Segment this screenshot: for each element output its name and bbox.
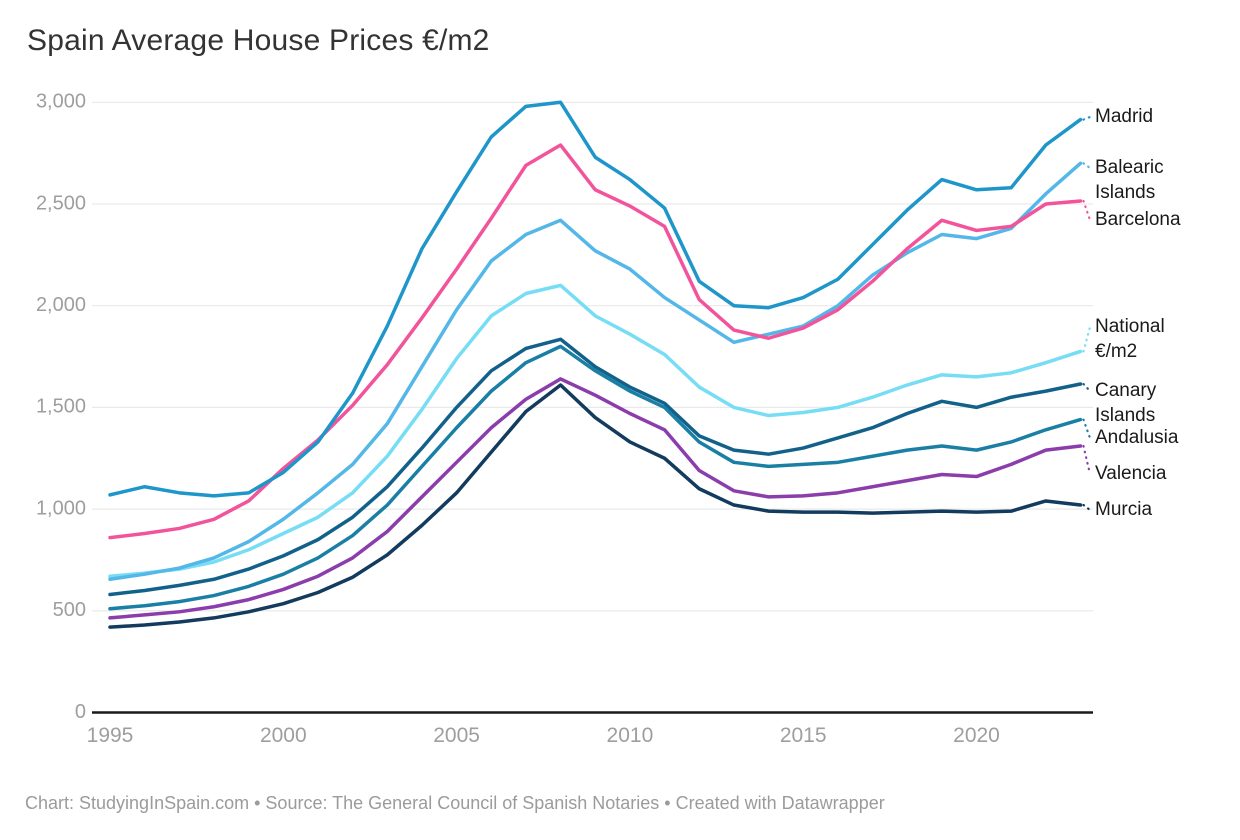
series-label-valencia: Valencia — [1095, 463, 1167, 484]
x-axis-tick-label: 2020 — [953, 724, 1000, 747]
series-line-balearic-islands — [108, 161, 1083, 582]
series-label-barcelona: Barcelona — [1095, 209, 1181, 230]
series-line-andalusia — [108, 344, 1083, 611]
chart-footer: Chart: StudyingInSpain.com • Source: The… — [25, 793, 885, 813]
x-axis-tick-label: 2010 — [607, 724, 654, 747]
label-connector-barcelona — [1082, 199, 1092, 222]
series-line-canary-islands — [108, 337, 1083, 597]
series-label-balearic-islands: Balearic Islands — [1095, 157, 1164, 203]
x-axis-tick-label: 2005 — [433, 724, 480, 747]
series-label-madrid: Madrid — [1095, 106, 1154, 127]
y-axis-tick-label: 0 — [75, 701, 86, 723]
y-axis-tick-label: 2,000 — [36, 294, 86, 316]
x-axis-tick-label: 1995 — [87, 724, 134, 747]
series-label-national-eur-m2: National €/m2 — [1095, 316, 1165, 362]
y-axis-tick-label: 1,500 — [36, 396, 86, 418]
label-connector-andalusia — [1082, 418, 1092, 440]
x-axis-tick-label: 2015 — [780, 724, 827, 747]
label-connector-madrid — [1082, 115, 1092, 121]
series-label-andalusia: Andalusia — [1095, 427, 1179, 448]
label-connector-valencia — [1082, 444, 1092, 476]
x-axis-tick-label: 2000 — [260, 724, 307, 747]
y-axis-tick-label: 500 — [53, 599, 86, 621]
label-connector-murcia — [1082, 503, 1092, 512]
series-label-murcia: Murcia — [1095, 499, 1153, 520]
series-line-murcia — [108, 383, 1083, 629]
y-axis-tick-label: 3,000 — [36, 91, 86, 113]
chart-title: Spain Average House Prices €/m2 — [27, 24, 490, 57]
series-label-canary-islands: Canary Islands — [1095, 380, 1157, 426]
series-line-madrid — [108, 100, 1083, 498]
label-connector-balearic-islands — [1082, 162, 1092, 170]
label-connector-canary-islands — [1082, 382, 1092, 393]
series-line-national-eur-m2 — [108, 283, 1083, 578]
label-connector-national-eur-m2 — [1082, 325, 1092, 353]
series-line-valencia — [108, 377, 1083, 620]
y-axis-tick-label: 1,000 — [36, 497, 86, 519]
y-axis-tick-label: 2,500 — [36, 192, 86, 214]
